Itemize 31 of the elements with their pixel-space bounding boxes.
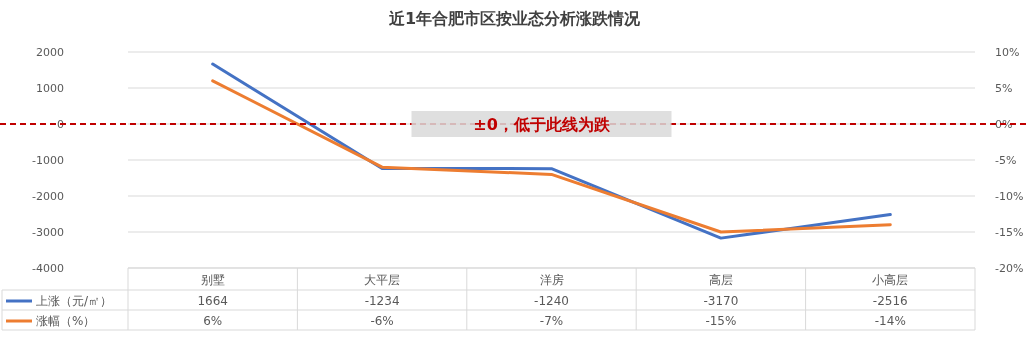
y2-tick-label: -15% xyxy=(995,226,1024,239)
data-label: -6% xyxy=(370,314,394,328)
ref-line-label: ±0，低于此线为跌 xyxy=(473,115,611,134)
y-tick-label: -4000 xyxy=(32,262,64,275)
x-tick-label: 别墅 xyxy=(200,273,225,287)
x-tick-label: 小高层 xyxy=(872,273,909,287)
y-tick-label: 1000 xyxy=(36,82,64,95)
x-tick-label: 洋房 xyxy=(539,273,564,287)
y2-tick-label: -20% xyxy=(995,262,1024,275)
y2-tick-label: -10% xyxy=(995,190,1024,203)
chart-title: 近1年合肥市区按业态分析涨跌情况 xyxy=(387,9,642,28)
x-tick-label: 高层 xyxy=(708,273,733,287)
data-label: -7% xyxy=(539,314,564,328)
y2-tick-label: 10% xyxy=(995,46,1020,59)
y2-tick-label: 5% xyxy=(995,82,1013,95)
data-label: -2516 xyxy=(872,294,908,308)
legend-label: 涨幅（%） xyxy=(36,314,96,328)
data-label: -1234 xyxy=(364,294,400,308)
x-tick-label: 大平层 xyxy=(364,273,401,287)
data-label: 1664 xyxy=(197,294,228,308)
y-tick-label: -2000 xyxy=(32,190,64,203)
data-label: 6% xyxy=(203,314,223,328)
y-tick-label: -3000 xyxy=(32,226,64,239)
legend-label: 上涨（元/㎡） xyxy=(36,294,113,308)
y-tick-label: 2000 xyxy=(36,46,64,59)
data-label: -3170 xyxy=(703,294,739,308)
y2-tick-label: -5% xyxy=(995,154,1017,167)
y-tick-label: -1000 xyxy=(32,154,64,167)
data-label: -15% xyxy=(705,314,737,328)
data-label: -14% xyxy=(874,314,906,328)
data-label: -1240 xyxy=(534,294,569,308)
